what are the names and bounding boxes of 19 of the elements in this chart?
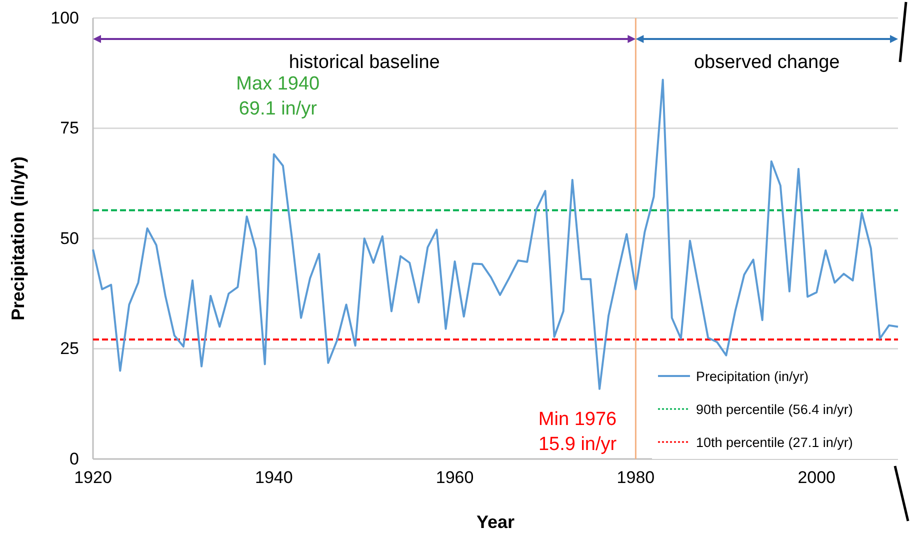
legend-label: Precipitation (in/yr) <box>696 369 809 384</box>
y-tick-label: 75 <box>60 118 79 138</box>
legend-label: 90th percentile (56.4 in/yr) <box>696 402 853 417</box>
x-tick-label: 2000 <box>798 468 836 488</box>
y-tick-label: 50 <box>60 228 79 248</box>
y-axis-title: Precipitation (in/yr) <box>8 156 28 321</box>
annotation: historical baseline <box>288 52 440 73</box>
x-tick-label: 1980 <box>616 468 655 488</box>
annotation: observed change <box>694 52 840 73</box>
x-tick-label: 1960 <box>436 468 474 488</box>
y-tick-label: 0 <box>70 449 79 468</box>
annotation: Max 1940 69.1 in/yr <box>236 73 320 120</box>
x-tick-label: 1940 <box>254 468 293 488</box>
x-axis-title: Year <box>476 512 515 532</box>
x-tick-label: 1920 <box>74 468 112 488</box>
y-tick-label: 100 <box>50 8 79 28</box>
legend-label: 10th percentile (27.1 in/yr) <box>696 435 853 450</box>
y-tick-label: 25 <box>60 339 79 358</box>
annotation: Min 1976 15.9 in/yr <box>538 408 618 455</box>
